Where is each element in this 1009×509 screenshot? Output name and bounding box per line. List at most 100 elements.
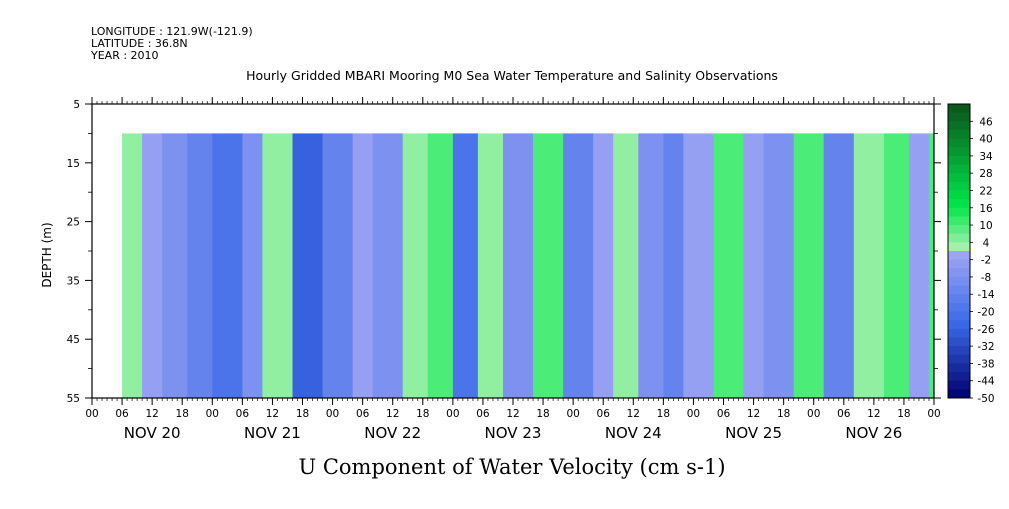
y-axis-ticks: 5 15 25 35 45 55 (67, 99, 941, 405)
x-tick-label: 00 (807, 408, 820, 420)
colorbar-band (948, 164, 970, 174)
heatmap-column (242, 133, 263, 398)
x-tick-label: 18 (176, 408, 189, 420)
heatmap-column (793, 133, 825, 398)
colorbar-band (948, 337, 970, 347)
colorbar-band (948, 207, 970, 217)
colorbar-band (948, 276, 970, 287)
x-tick-label: 06 (597, 408, 611, 420)
colorbar-band (948, 242, 970, 252)
x-tick-label: 06 (476, 408, 490, 420)
colorbar-frame (947, 103, 971, 399)
colorbar-label: -38 (977, 358, 994, 370)
colorbar-label: -14 (977, 289, 994, 301)
x-tick-label: 18 (897, 408, 910, 420)
heatmap-column (212, 133, 243, 398)
heatmap-column (853, 133, 885, 398)
x-tick-label: 06 (837, 408, 851, 420)
heatmap-column (663, 133, 684, 398)
colorbar-band (948, 147, 970, 157)
x-tick-label: 00 (326, 408, 339, 420)
colorbar-band (948, 363, 970, 373)
x-tick-label: 00 (206, 408, 219, 420)
x-tick-label: 06 (236, 408, 250, 420)
heatmap-column (743, 133, 765, 398)
heatmap-column (262, 133, 294, 398)
x-day-label: NOV 21 (244, 424, 301, 442)
heatmap-column (452, 133, 479, 398)
x-day-label: NOV 26 (845, 424, 902, 442)
colorbar-label: -44 (977, 376, 994, 388)
heatmap-column (322, 133, 354, 398)
x-day-label: NOV 22 (364, 424, 421, 442)
colorbar-band (948, 121, 970, 131)
y-tick-label: 5 (73, 99, 80, 111)
longitude-label: LONGITUDE : 121.9W(-121.9) (91, 25, 253, 38)
colorbar-band (948, 129, 970, 140)
x-tick-label: 18 (657, 408, 670, 420)
x-day-label: NOV 24 (605, 424, 662, 442)
heatmap-column (563, 133, 594, 398)
colorbar-label: 34 (979, 151, 993, 163)
colorbar-band (948, 199, 970, 209)
y-tick-label: 55 (67, 393, 80, 405)
chart-title: Hourly Gridded MBARI Mooring M0 Sea Wate… (246, 68, 778, 83)
latitude-label: LATITUDE : 36.8N (91, 37, 188, 50)
heatmap-column (352, 133, 374, 398)
x-axis-label: U Component of Water Velocity (cm s-1) (298, 455, 725, 479)
colorbar-band (948, 294, 970, 304)
colorbar-band (948, 320, 970, 330)
colorbar-label: 28 (979, 168, 992, 180)
colorbar-band (948, 302, 970, 313)
colorbar-band (948, 311, 970, 321)
heatmap-column (883, 133, 910, 398)
colorbar-band (948, 138, 970, 148)
colorbar-label: 40 (979, 134, 992, 146)
heatmap-column (162, 133, 188, 398)
x-tick-label: 18 (777, 408, 790, 420)
x-day-label: NOV 23 (485, 424, 542, 442)
year-label: YEAR : 2010 (90, 49, 159, 62)
heatmap-column (638, 133, 664, 398)
colorbar-label: -32 (977, 341, 994, 353)
colorbar-band (948, 251, 970, 261)
colorbar-band (948, 346, 970, 356)
colorbar-band (948, 181, 970, 191)
heatmap-column (187, 133, 213, 398)
x-tick-label: 12 (386, 408, 399, 420)
colorbar-label: -2 (981, 255, 991, 267)
colorbar-band (948, 225, 970, 235)
colorbar-label: -8 (981, 272, 991, 284)
colorbar-band (948, 328, 970, 338)
x-tick-label: 12 (266, 408, 279, 420)
colorbar-band (948, 285, 970, 295)
x-tick-label: 06 (356, 408, 370, 420)
heatmap-field (122, 133, 935, 398)
x-tick-label: 00 (446, 408, 459, 420)
heatmap-column (533, 133, 564, 398)
x-tick-label: 00 (566, 408, 579, 420)
x-tick-label: 00 (927, 408, 940, 420)
colorbar-label: 10 (979, 220, 992, 232)
x-tick-label: 18 (296, 408, 309, 420)
heatmap-column (503, 133, 534, 398)
colorbar-band (948, 268, 970, 278)
colorbar-band (948, 372, 970, 382)
x-tick-label: 12 (627, 408, 640, 420)
x-tick-label: 12 (145, 408, 158, 420)
heatmap-column (372, 133, 404, 398)
x-tick-label: 18 (416, 408, 429, 420)
heatmap-column (402, 133, 429, 398)
heatmap-column (683, 133, 715, 398)
colorbar-label: -20 (977, 307, 994, 319)
colorbar-label: 4 (983, 237, 990, 249)
y-tick-label: 45 (67, 334, 80, 346)
heatmap-column (713, 133, 745, 398)
x-tick-label: 12 (506, 408, 519, 420)
y-tick-label: 35 (67, 275, 80, 287)
heatmap-column (292, 133, 324, 398)
x-day-label: NOV 20 (124, 424, 181, 442)
colorbar-band (948, 233, 970, 243)
colorbar-band (948, 389, 970, 399)
heatmap-column (593, 133, 614, 398)
